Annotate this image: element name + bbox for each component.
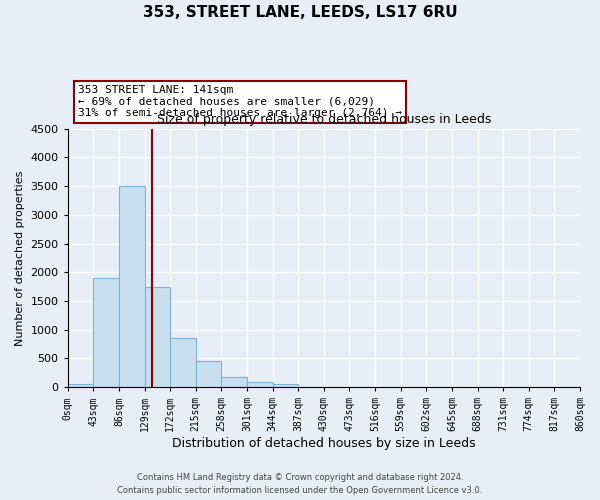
Bar <box>94 278 119 387</box>
Bar <box>170 338 196 387</box>
Bar <box>145 286 170 387</box>
Bar <box>272 384 298 387</box>
Title: Size of property relative to detached houses in Leeds: Size of property relative to detached ho… <box>157 113 491 126</box>
Text: 353 STREET LANE: 141sqm
← 69% of detached houses are smaller (6,029)
31% of semi: 353 STREET LANE: 141sqm ← 69% of detache… <box>78 85 402 118</box>
Y-axis label: Number of detached properties: Number of detached properties <box>15 170 25 346</box>
X-axis label: Distribution of detached houses by size in Leeds: Distribution of detached houses by size … <box>172 437 476 450</box>
Bar <box>247 382 272 387</box>
Bar <box>221 377 247 387</box>
Bar <box>68 384 94 387</box>
Bar <box>119 186 145 387</box>
Text: 353, STREET LANE, LEEDS, LS17 6RU: 353, STREET LANE, LEEDS, LS17 6RU <box>143 5 457 20</box>
Bar <box>298 386 324 387</box>
Bar <box>196 362 221 387</box>
Text: Contains HM Land Registry data © Crown copyright and database right 2024.
Contai: Contains HM Land Registry data © Crown c… <box>118 474 482 495</box>
